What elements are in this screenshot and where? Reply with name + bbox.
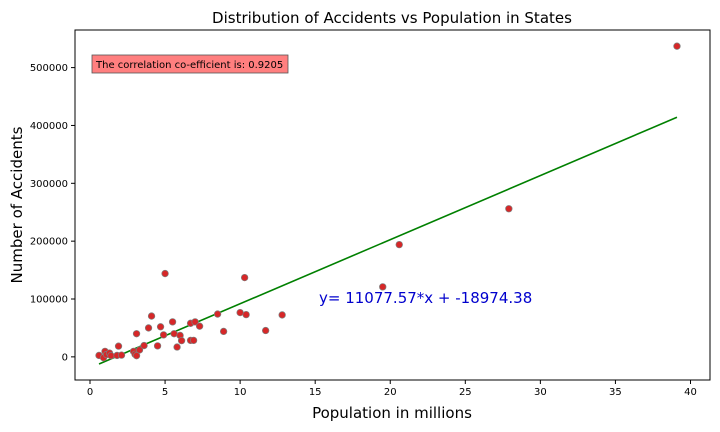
x-tick-label: 20 [384,387,397,398]
plot-area [74,29,711,381]
data-points [95,42,681,362]
data-point [132,330,141,338]
data-point [379,283,387,291]
x-tick-label: 25 [459,387,472,398]
data-point [156,323,165,331]
data-point [673,42,681,50]
x-tick-label: 30 [534,387,547,398]
data-point [147,312,156,320]
x-tick-label: 40 [684,387,697,398]
data-point [213,310,222,318]
chart-title: Distribution of Accidents vs Population … [212,9,572,27]
data-point [278,311,286,319]
data-point [159,331,168,339]
data-point [191,318,199,326]
y-axis-ticks: 0 100000 200000 300000 400000 500000 [30,63,75,363]
data-point [242,310,250,319]
data-point [144,324,153,332]
y-tick-label: 300000 [30,179,68,190]
data-point [161,269,169,278]
data-point [505,205,513,213]
data-point [236,308,244,317]
regression-equation: y= 11077.57*x + -18974.38 [319,289,532,307]
data-point [170,330,178,338]
data-point [189,336,198,345]
data-point [177,337,186,345]
data-point [240,273,249,282]
x-tick-label: 10 [234,387,247,398]
x-tick-label: 15 [309,387,322,398]
y-tick-label: 400000 [30,121,68,132]
data-point [173,343,181,351]
y-axis-title: Number of Accidents [8,126,26,283]
x-tick-label: 0 [87,387,93,398]
x-axis-ticks: 0 5 10 15 20 25 30 35 40 [87,380,697,398]
correlation-box [91,54,289,74]
data-point [168,318,177,326]
data-point [395,240,403,249]
data-point [114,342,123,350]
data-point [262,326,270,335]
y-tick-label: 100000 [30,295,68,306]
data-point [153,342,162,350]
y-tick-label: 200000 [30,237,68,248]
data-point [132,352,141,360]
correlation-text: The correlation co-efficient is: 0.9205 [95,60,283,71]
data-point [135,346,144,354]
data-point [117,351,126,359]
x-axis-title: Population in millions [312,404,472,422]
correlation-annotation: The correlation co-efficient is: 0.9205 [91,54,289,74]
data-point [219,327,228,336]
regression-line [98,116,678,365]
x-tick-label: 35 [609,387,622,398]
y-tick-label: 0 [62,352,68,363]
data-point [140,341,148,350]
y-tick-label: 500000 [30,63,68,74]
data-point [195,322,204,330]
data-point [107,352,115,360]
x-tick-label: 5 [162,387,168,398]
